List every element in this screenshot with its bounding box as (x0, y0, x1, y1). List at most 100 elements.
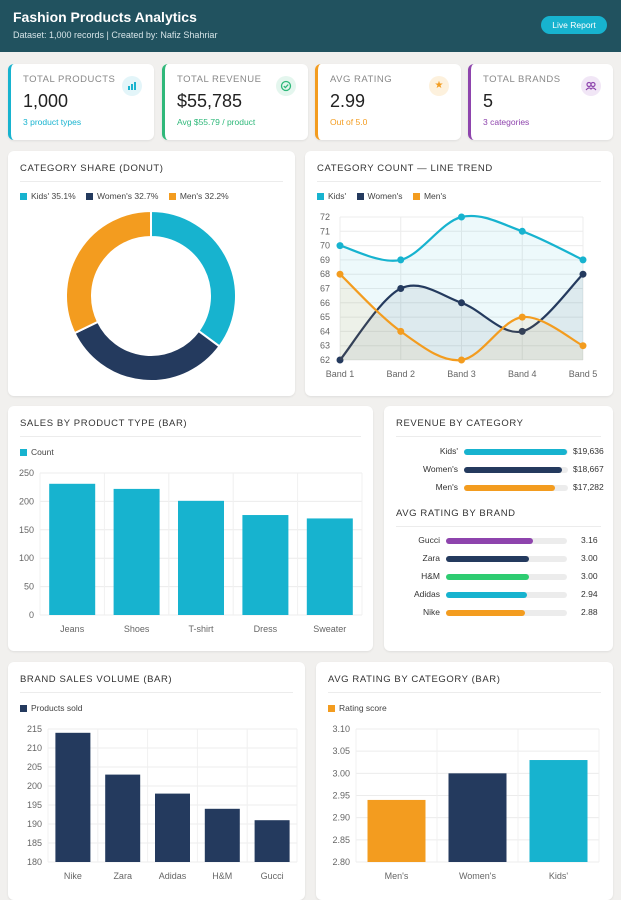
hbar-label: Women's (422, 464, 458, 474)
donut-slice (73, 320, 221, 382)
x-tick-label: Gucci (261, 871, 284, 881)
hbar-row: Gucci 3.16 (384, 535, 613, 547)
data-point (458, 356, 465, 364)
kpi-note: 3 product types (23, 117, 82, 127)
check-circle-icon (276, 76, 296, 96)
y-tick-label: 2.85 (332, 835, 350, 845)
hbar-label: Adidas (414, 589, 440, 599)
hbar-fill (446, 574, 529, 580)
hbar-fill (464, 449, 567, 455)
hbar-track (464, 485, 568, 491)
legend-label: Kids' (328, 191, 347, 201)
live-report-button[interactable]: Live Report (541, 16, 607, 34)
y-tick-label: 2.95 (332, 791, 350, 801)
y-tick-label: 2.90 (332, 813, 350, 823)
legend-swatch (328, 705, 335, 712)
kpi-label: Total Revenue (177, 74, 262, 85)
y-tick-label: 185 (27, 838, 42, 848)
y-tick-label: 250 (19, 468, 34, 478)
x-tick-label: Shoes (124, 624, 150, 634)
bar (105, 774, 141, 862)
app-header: Fashion Products Analytics Dataset: 1,00… (0, 0, 621, 52)
hbar-value: 3.16 (581, 535, 598, 545)
hbar-label: Zara (422, 553, 440, 563)
x-tick-label: Nike (64, 871, 82, 881)
kpi-label: Total Brands (483, 74, 561, 85)
data-point (336, 356, 344, 364)
legend-label: Products sold (31, 703, 83, 713)
kpi-card-total-revenue: Total Revenue $55,785 Avg $55.79 / produ… (162, 64, 308, 140)
legend-item: Rating score (328, 703, 387, 713)
legend-item: Men's 32.2% (168, 191, 229, 201)
kpi-card-avg-rating: Avg Rating 2.99 Out of 5.0 ★ (315, 64, 461, 140)
x-tick-label: Band 3 (447, 369, 476, 379)
legend-item: Women's (356, 191, 403, 201)
bar (367, 799, 426, 862)
chart-title: CATEGORY COUNT — LINE TREND (317, 163, 493, 174)
kpi-value: 1,000 (23, 91, 69, 111)
chart-title: CATEGORY SHARE (DONUT) (20, 163, 164, 174)
x-tick-label: Men's (385, 871, 409, 881)
users-icon (581, 76, 601, 96)
hbar-row: Women's $18,667 (384, 464, 613, 476)
x-tick-label: Band 4 (508, 369, 537, 379)
data-point (579, 256, 587, 264)
hbar-fill (446, 538, 533, 544)
legend-swatch (20, 449, 27, 456)
hbar-fill (464, 485, 555, 491)
y-tick-label: 65 (320, 312, 330, 322)
line-chart: 62 63 64 65 66 67 68 69 70 71 72 Band 1 Band 2 Band 3… (320, 212, 598, 379)
hbar-value: $18,667 (573, 464, 604, 474)
data-point (518, 327, 526, 335)
series-area (340, 215, 583, 360)
kpi-note: 3 categories (483, 117, 530, 127)
donut-chart (65, 209, 237, 382)
revenue-rating-card: REVENUE BY CATEGORY Kids' $19,636 Women's $… (384, 406, 613, 651)
x-tick-label: Band 5 (569, 369, 598, 379)
y-tick-label: 63 (320, 341, 330, 351)
bar (529, 760, 588, 862)
chart-legend: Products sold (20, 703, 91, 713)
y-tick-label: 3.10 (332, 724, 350, 734)
hbar-value: $17,282 (573, 482, 604, 492)
legend-item: Count (20, 447, 54, 457)
hbar-track (446, 538, 567, 544)
data-point (397, 327, 405, 335)
data-point (397, 256, 405, 264)
legend-swatch (20, 705, 27, 712)
hbar-value: $19,636 (573, 446, 604, 456)
hbar-row: Nike 2.88 (384, 607, 613, 619)
y-tick-label: 180 (27, 857, 42, 867)
hbar-row: H&M 3.00 (384, 571, 613, 583)
x-tick-label: Band 1 (326, 369, 355, 379)
bar (178, 500, 224, 615)
hbar-fill (464, 467, 562, 473)
divider (396, 526, 601, 527)
y-tick-label: 190 (27, 819, 42, 829)
chart-subtitle: AVG RATING BY BRAND (396, 508, 516, 519)
x-tick-label: Zara (113, 871, 132, 881)
hbar-track (446, 592, 567, 598)
legend-swatch (86, 193, 93, 200)
kpi-label: Avg Rating (330, 74, 393, 85)
x-tick-label: Band 2 (386, 369, 415, 379)
bar (448, 773, 507, 862)
divider (20, 436, 361, 437)
kpi-note: Avg $55.79 / product (177, 117, 256, 127)
category-rating-bar-chart: 2.80 2.85 2.90 2.95 3.00 3.05 3.10 Men's Women's… (332, 724, 600, 881)
divider (20, 181, 283, 182)
y-tick-label: 200 (27, 781, 42, 791)
y-tick-label: 66 (320, 298, 330, 308)
x-tick-label: Kids' (549, 871, 569, 881)
y-tick-label: 0 (29, 610, 34, 620)
hbar-label: Men's (435, 482, 458, 492)
bar (55, 732, 91, 862)
kpi-value: 5 (483, 91, 494, 111)
chart-legend: Kids' Women's Men's (317, 191, 454, 201)
legend-swatch (168, 193, 176, 200)
x-tick-label: Jeans (60, 624, 85, 634)
hbar-fill (446, 610, 526, 616)
legend-item: Kids' (317, 191, 346, 201)
data-point (518, 313, 526, 321)
y-tick-label: 3.05 (332, 746, 350, 756)
